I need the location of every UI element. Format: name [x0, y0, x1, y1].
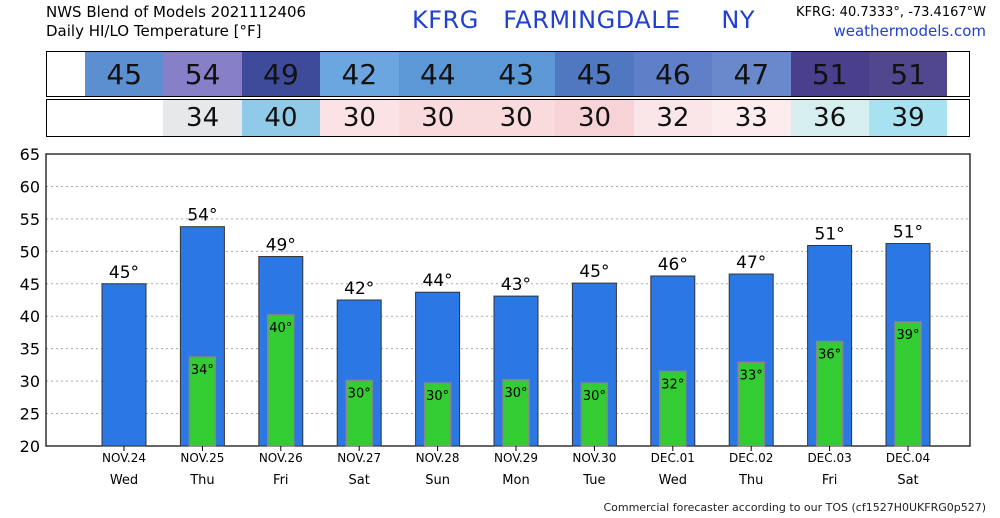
lo-temperature-strip: 34 40 30 30 30 30 32 33 36 39	[46, 99, 970, 137]
hi-data-label: 47°	[736, 253, 766, 273]
hi-data-label: 51°	[815, 224, 845, 244]
hi-strip-cell: 51	[868, 52, 948, 96]
hi-strip-cell: 49	[241, 52, 321, 96]
lo-strip-cell: 30	[398, 100, 477, 136]
lo-data-label: 30°	[504, 386, 527, 401]
lo-data-label: 36°	[818, 348, 841, 363]
hi-strip-cell: 43	[476, 52, 556, 96]
lo-strip-cell: 30	[320, 100, 399, 136]
y-tick-label: 50	[20, 242, 40, 261]
hi-strip-cell: 44	[398, 52, 477, 96]
weekday-label: Thu	[189, 473, 214, 488]
lo-bar	[423, 382, 452, 447]
x-tick-label: DEC.04	[886, 451, 930, 465]
x-tick-label: NOV.27	[337, 451, 381, 465]
hi-strip-cell: 54	[163, 52, 242, 96]
y-tick-label: 60	[20, 177, 40, 196]
station-coordinates: KFRG: 40.7333°, -73.4167°W	[796, 5, 986, 20]
footer-note: Commercial forecaster according to our T…	[603, 501, 986, 514]
y-tick-label: 35	[20, 340, 40, 359]
hi-strip-cell: 46	[633, 52, 713, 96]
lo-strip-cell: 34	[163, 100, 242, 136]
hi-data-label: 44°	[423, 271, 453, 291]
lo-strip-cell: 39	[868, 100, 948, 136]
hi-data-label: 46°	[658, 255, 688, 275]
model-run-label: NWS Blend of Models 2021112406	[46, 3, 307, 21]
chart-header-left: NWS Blend of Models 2021112406 Daily HI/…	[46, 3, 306, 41]
lo-data-label: 40°	[269, 321, 292, 336]
lo-bar	[894, 321, 922, 447]
hi-bar	[101, 283, 147, 447]
hi-temperature-strip: 45 54 49 42 44 43 45 46 47 51 51	[46, 51, 970, 97]
lo-bar	[737, 361, 765, 447]
x-tick-label: DEC.02	[729, 451, 773, 465]
weekday-label: Sat	[897, 473, 918, 488]
x-tick-label: DEC.03	[807, 451, 851, 465]
hi-data-label: 49°	[266, 236, 296, 256]
hi-data-label: 54°	[187, 206, 217, 226]
hi-data-label: 43°	[501, 275, 531, 295]
hi-data-label: 45°	[109, 263, 139, 283]
lo-bar	[659, 370, 687, 447]
lo-strip-cell: 30	[476, 100, 556, 136]
weekday-label: Thu	[738, 473, 763, 488]
x-tick-label: NOV.24	[102, 451, 146, 465]
hi-strip-cell: 47	[712, 52, 791, 96]
lo-data-label: 39°	[896, 328, 919, 343]
lo-strip-cell: 33	[712, 100, 791, 136]
y-tick-label: 55	[20, 210, 40, 229]
lo-data-label: 34°	[191, 363, 214, 378]
weekday-label: Fri	[273, 473, 289, 488]
lo-strip-cell	[85, 100, 164, 136]
hi-data-label: 45°	[579, 262, 609, 282]
x-tick-label: NOV.30	[572, 451, 616, 465]
weekday-label: Sun	[425, 473, 450, 488]
weekday-label: Mon	[502, 473, 529, 488]
lo-strip-cell: 36	[790, 100, 869, 136]
lo-data-label: 30°	[348, 386, 371, 401]
x-tick-label: NOV.26	[259, 451, 303, 465]
hi-data-label: 51°	[893, 223, 923, 243]
site-link[interactable]: weathermodels.com	[833, 22, 986, 40]
y-tick-label: 30	[20, 372, 40, 391]
chart-header-right: KFRG: 40.7333°, -73.4167°W weathermodels…	[796, 3, 986, 41]
x-tick-label: NOV.28	[416, 451, 460, 465]
hi-strip-cell: 45	[555, 52, 634, 96]
y-tick-label: 20	[20, 437, 40, 456]
weekday-label: Wed	[110, 473, 138, 488]
lo-data-label: 33°	[740, 368, 763, 383]
product-label: Daily HI/LO Temperature [°F]	[46, 22, 262, 40]
lo-strip-cell: 40	[241, 100, 321, 136]
y-tick-label: 65	[20, 145, 40, 164]
hi-strip-cell: 51	[790, 52, 869, 96]
weekday-label: Fri	[822, 473, 838, 488]
x-tick-label: NOV.25	[180, 451, 224, 465]
lo-data-label: 30°	[583, 389, 606, 404]
lo-bar	[502, 379, 530, 447]
weekday-label: Wed	[659, 473, 687, 488]
x-tick-label: DEC.01	[651, 451, 695, 465]
x-tick-label: NOV.29	[494, 451, 538, 465]
y-tick-label: 25	[20, 405, 40, 424]
weekday-label: Sat	[349, 473, 370, 488]
lo-strip-cell: 32	[633, 100, 713, 136]
lo-bar	[188, 356, 217, 447]
y-tick-label: 45	[20, 275, 40, 294]
hi-strip-cell: 42	[320, 52, 399, 96]
station-title: KFRG FARMINGDALE NY	[412, 6, 756, 34]
weekday-label: Tue	[582, 473, 605, 488]
lo-data-label: 32°	[661, 377, 684, 392]
hi-data-label: 42°	[344, 279, 374, 299]
hi-strip-cell: 45	[85, 52, 164, 96]
y-tick-label: 40	[20, 307, 40, 326]
lo-bar	[345, 379, 373, 447]
lo-data-label: 30°	[426, 389, 449, 404]
lo-strip-cell: 30	[555, 100, 634, 136]
lo-bar	[267, 314, 295, 447]
